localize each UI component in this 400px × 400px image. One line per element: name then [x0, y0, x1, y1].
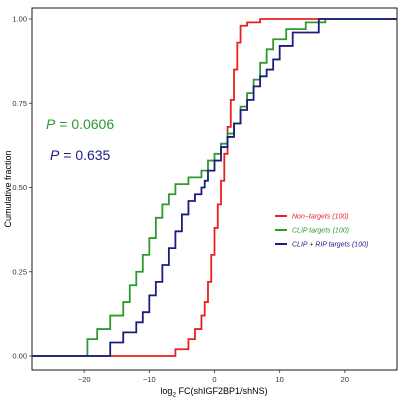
x-axis-title: log2 FC(shIGF2BP1/shNS): [160, 386, 267, 399]
p-value-clip-value: 0.0606: [71, 116, 114, 132]
x-tick-label: −10: [143, 375, 156, 384]
p-value-clip: P = 0.0606: [46, 116, 114, 132]
legend-label-clip-rip-targets: CLIP + RIP targets (100): [292, 242, 368, 249]
x-tick-label: 0: [212, 375, 216, 384]
y-tick-label: 1.00: [12, 15, 27, 24]
y-tick-label: 0.50: [12, 183, 27, 192]
series-lines: [32, 18, 397, 357]
axis-ticks: 0.00 0.25 0.50 0.75 1.00 −20 −10 0 10 20: [12, 15, 349, 385]
y-tick-label: 0.00: [12, 352, 27, 361]
x-axis-title-base: 2: [172, 392, 176, 399]
legend: Non−targets (100) CLIP targets (100) CLI…: [275, 214, 368, 249]
x-tick-label: 10: [276, 375, 284, 384]
p-value-clip-rip-label: P: [50, 147, 60, 163]
p-value-clip-rip-eq: =: [59, 147, 75, 163]
plot-frame: [31, 7, 398, 371]
p-value-clip-eq: =: [55, 116, 71, 132]
series-line-clip-rip-targets: [32, 18, 397, 357]
x-axis-title-log: log: [160, 386, 172, 396]
y-tick-label: 0.75: [12, 99, 27, 108]
p-value-clip-rip: P = 0.635: [50, 147, 111, 163]
y-tick-label: 0.25: [12, 267, 27, 276]
y-axis-title: Cumulative fraction: [3, 150, 13, 227]
p-value-clip-rip-value: 0.635: [75, 147, 110, 163]
p-value-clip-label: P: [46, 116, 56, 132]
x-tick-label: −20: [78, 375, 91, 384]
series-line-clip-targets: [32, 18, 397, 357]
legend-label-non-targets: Non−targets (100): [292, 214, 349, 221]
x-tick-label: 20: [341, 375, 349, 384]
legend-label-clip-targets: CLIP targets (100): [292, 228, 349, 235]
series-line-non-targets: [32, 18, 397, 357]
x-axis-title-rest: FC(shIGF2BP1/shNS): [176, 386, 268, 396]
